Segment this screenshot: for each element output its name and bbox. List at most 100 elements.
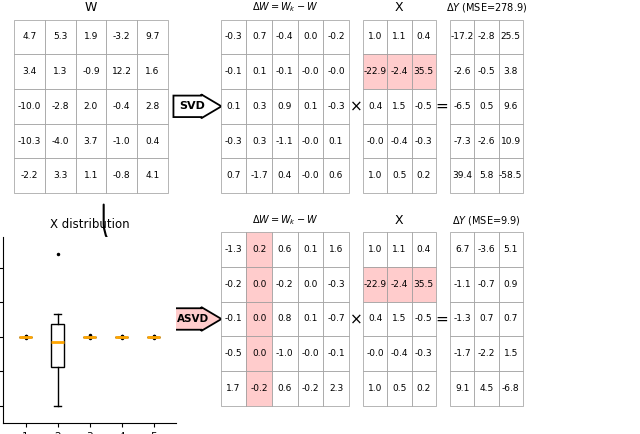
Text: 0.9: 0.9	[504, 280, 518, 289]
Text: 1.1: 1.1	[392, 245, 406, 254]
Text: 1.5: 1.5	[392, 315, 406, 323]
Text: X: X	[395, 214, 404, 227]
Text: -0.2: -0.2	[276, 280, 294, 289]
Text: 0.5: 0.5	[479, 102, 493, 111]
Text: $\Delta Y$ (MSE=9.9): $\Delta Y$ (MSE=9.9)	[452, 214, 521, 227]
Text: 4.7: 4.7	[22, 33, 36, 41]
Text: -17.2: -17.2	[451, 33, 474, 41]
Text: -0.0: -0.0	[301, 67, 319, 76]
Text: 25.5: 25.5	[500, 33, 521, 41]
Text: -1.3: -1.3	[225, 245, 243, 254]
Text: -0.4: -0.4	[276, 33, 294, 41]
Text: $\Delta W = W_k - W$: $\Delta W = W_k - W$	[252, 213, 318, 227]
Text: -1.0: -1.0	[113, 137, 131, 145]
Text: 3.8: 3.8	[504, 67, 518, 76]
Text: 0.0: 0.0	[252, 349, 266, 358]
Text: -0.3: -0.3	[327, 102, 345, 111]
Text: 0.0: 0.0	[303, 33, 317, 41]
Text: 3.4: 3.4	[22, 67, 36, 76]
Text: -0.4: -0.4	[113, 102, 131, 111]
Text: -0.0: -0.0	[301, 137, 319, 145]
Text: 5.3: 5.3	[53, 33, 67, 41]
Text: ASVD: ASVD	[177, 314, 209, 324]
Text: 9.7: 9.7	[145, 33, 159, 41]
Text: -4.0: -4.0	[51, 137, 69, 145]
Text: -6.5: -6.5	[453, 102, 471, 111]
Text: -10.0: -10.0	[18, 102, 41, 111]
Text: 1.6: 1.6	[145, 67, 159, 76]
Text: -0.1: -0.1	[276, 67, 294, 76]
Text: -0.3: -0.3	[225, 137, 243, 145]
Text: -0.7: -0.7	[477, 280, 495, 289]
Text: 0.1: 0.1	[252, 67, 266, 76]
Text: 12.2: 12.2	[111, 67, 132, 76]
Text: 4.5: 4.5	[479, 384, 493, 393]
Text: $\times$: $\times$	[349, 99, 362, 114]
Text: =: =	[436, 312, 449, 326]
Text: -7.3: -7.3	[453, 137, 471, 145]
Text: -2.8: -2.8	[477, 33, 495, 41]
Text: -2.8: -2.8	[51, 102, 69, 111]
Text: $\times$: $\times$	[349, 312, 362, 326]
Title: X distribution: X distribution	[50, 218, 129, 231]
Text: -0.4: -0.4	[390, 137, 408, 145]
Text: 1.5: 1.5	[392, 102, 406, 111]
Text: 0.4: 0.4	[278, 171, 292, 180]
Text: 0.6: 0.6	[278, 384, 292, 393]
Text: 0.5: 0.5	[392, 171, 406, 180]
Text: -1.1: -1.1	[276, 137, 294, 145]
Text: $\Delta Y$ (MSE=278.9): $\Delta Y$ (MSE=278.9)	[445, 1, 527, 14]
Text: 0.8: 0.8	[278, 315, 292, 323]
Text: 0.4: 0.4	[368, 102, 382, 111]
Text: -3.2: -3.2	[113, 33, 131, 41]
Text: 0.7: 0.7	[252, 33, 266, 41]
Text: -1.3: -1.3	[453, 315, 471, 323]
Text: 2.0: 2.0	[84, 102, 98, 111]
Text: 3.7: 3.7	[84, 137, 98, 145]
Text: -0.1: -0.1	[225, 67, 243, 76]
Text: 1.7: 1.7	[227, 384, 241, 393]
Text: 1.0: 1.0	[368, 33, 382, 41]
Text: 1.0: 1.0	[368, 384, 382, 393]
Text: 0.1: 0.1	[329, 137, 343, 145]
Text: 0.5: 0.5	[392, 384, 406, 393]
Polygon shape	[173, 95, 221, 118]
Text: 5.1: 5.1	[504, 245, 518, 254]
Text: -0.1: -0.1	[225, 315, 243, 323]
Text: 5.8: 5.8	[479, 171, 493, 180]
Text: 1.0: 1.0	[368, 245, 382, 254]
Text: -2.2: -2.2	[477, 349, 495, 358]
Text: -2.6: -2.6	[453, 67, 471, 76]
Text: -0.2: -0.2	[327, 33, 345, 41]
Text: 1.3: 1.3	[53, 67, 67, 76]
Text: =: =	[436, 99, 449, 114]
Text: -22.9: -22.9	[364, 67, 387, 76]
Text: -0.5: -0.5	[477, 67, 495, 76]
Text: -0.3: -0.3	[415, 137, 433, 145]
Text: 4.1: 4.1	[145, 171, 159, 180]
Text: -0.5: -0.5	[415, 102, 433, 111]
Text: 0.2: 0.2	[252, 245, 266, 254]
Text: -0.3: -0.3	[327, 280, 345, 289]
Text: 0.9: 0.9	[278, 102, 292, 111]
Text: 0.3: 0.3	[252, 137, 266, 145]
Text: 0.7: 0.7	[504, 315, 518, 323]
Text: -6.8: -6.8	[502, 384, 520, 393]
PathPatch shape	[51, 324, 64, 367]
Text: -0.3: -0.3	[225, 33, 243, 41]
Text: -10.3: -10.3	[18, 137, 41, 145]
Text: -0.0: -0.0	[366, 137, 384, 145]
Text: 0.0: 0.0	[252, 280, 266, 289]
Text: 0.6: 0.6	[329, 171, 343, 180]
Text: -1.7: -1.7	[453, 349, 471, 358]
Text: 1.9: 1.9	[84, 33, 98, 41]
Text: -2.4: -2.4	[390, 280, 408, 289]
Text: 0.4: 0.4	[368, 315, 382, 323]
Text: 10.9: 10.9	[500, 137, 521, 145]
Text: 0.4: 0.4	[145, 137, 159, 145]
Text: 0.7: 0.7	[479, 315, 493, 323]
Text: -0.0: -0.0	[327, 67, 345, 76]
Text: W: W	[84, 1, 97, 14]
Text: -2.4: -2.4	[390, 67, 408, 76]
Text: 1.0: 1.0	[368, 171, 382, 180]
